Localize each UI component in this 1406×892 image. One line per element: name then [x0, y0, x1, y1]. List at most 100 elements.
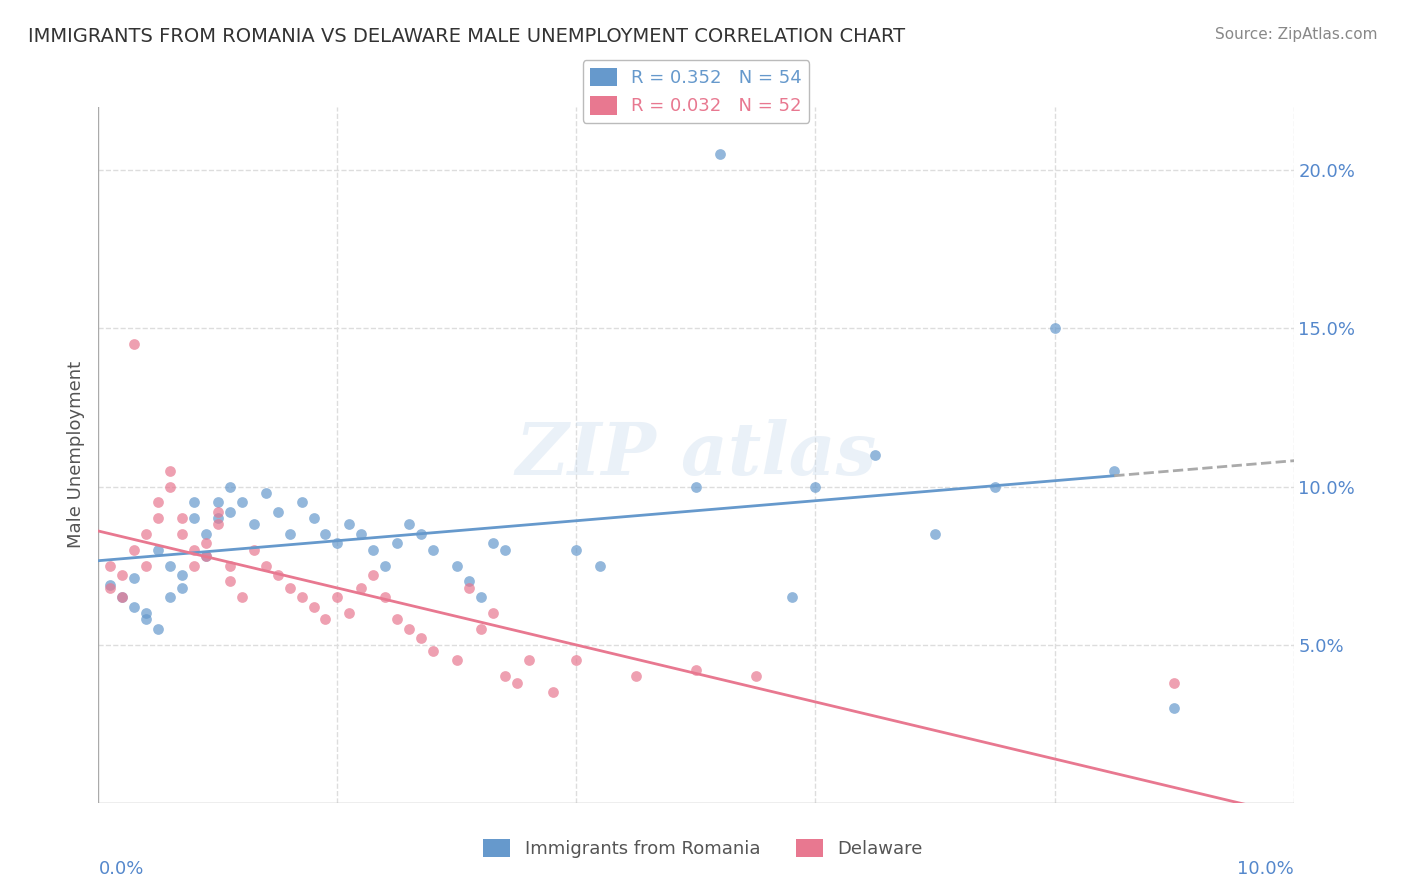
Point [207, 505, 229, 519]
Point [446, 558, 468, 573]
Point [231, 591, 253, 605]
Point [411, 632, 433, 646]
Point [159, 558, 181, 573]
Point [135, 527, 157, 541]
Point [148, 495, 170, 509]
Point [243, 517, 266, 532]
Point [172, 581, 194, 595]
Point [685, 479, 707, 493]
Point [326, 591, 349, 605]
Point [482, 606, 505, 620]
Point [111, 591, 134, 605]
Point [135, 606, 157, 620]
Point [159, 464, 181, 478]
Point [541, 685, 564, 699]
Point [124, 571, 146, 585]
Point [804, 479, 827, 493]
Point [183, 495, 205, 509]
Point [278, 527, 301, 541]
Point [243, 542, 266, 557]
Point [172, 568, 194, 582]
Point [385, 536, 409, 550]
Point [482, 536, 505, 550]
Point [172, 527, 194, 541]
Point [565, 542, 588, 557]
Point [183, 542, 205, 557]
Text: Source: ZipAtlas.com: Source: ZipAtlas.com [1215, 27, 1378, 42]
Text: 0.0%: 0.0% [98, 860, 143, 878]
Point [339, 517, 361, 532]
Point [135, 612, 157, 626]
Point [780, 591, 803, 605]
Point [124, 599, 146, 614]
Text: ZIP atlas: ZIP atlas [516, 419, 876, 491]
Point [219, 574, 242, 589]
Text: 10.0%: 10.0% [1237, 860, 1294, 878]
Legend: R = 0.352   N = 54, R = 0.032   N = 52: R = 0.352 N = 54, R = 0.032 N = 52 [582, 61, 810, 122]
Point [517, 653, 540, 667]
Point [398, 517, 420, 532]
Point [984, 479, 1007, 493]
Point [385, 612, 409, 626]
Point [291, 495, 314, 509]
Point [626, 669, 648, 683]
Point [1163, 675, 1185, 690]
Point [148, 542, 170, 557]
Point [135, 558, 157, 573]
Legend: Immigrants from Romania, Delaware: Immigrants from Romania, Delaware [475, 831, 931, 865]
Point [589, 558, 612, 573]
Point [159, 479, 181, 493]
Point [254, 558, 277, 573]
Point [302, 511, 325, 525]
Point [685, 663, 707, 677]
Point [446, 653, 468, 667]
Point [458, 581, 481, 595]
Point [159, 591, 181, 605]
Point [254, 486, 277, 500]
Point [148, 511, 170, 525]
Point [1043, 321, 1066, 335]
Point [470, 622, 492, 636]
Point [195, 527, 218, 541]
Point [315, 612, 337, 626]
Point [709, 147, 731, 161]
Point [363, 542, 385, 557]
Point [924, 527, 946, 541]
Point [183, 511, 205, 525]
Point [219, 558, 242, 573]
Point [207, 517, 229, 532]
Point [111, 568, 134, 582]
Point [745, 669, 768, 683]
Point [302, 599, 325, 614]
Point [374, 558, 396, 573]
Point [231, 495, 253, 509]
Point [267, 505, 290, 519]
Point [148, 622, 170, 636]
Point [219, 505, 242, 519]
Point [363, 568, 385, 582]
Point [219, 479, 242, 493]
Text: IMMIGRANTS FROM ROMANIA VS DELAWARE MALE UNEMPLOYMENT CORRELATION CHART: IMMIGRANTS FROM ROMANIA VS DELAWARE MALE… [28, 27, 905, 45]
Point [195, 536, 218, 550]
Point [506, 675, 529, 690]
Point [267, 568, 290, 582]
Point [494, 669, 516, 683]
Point [422, 542, 444, 557]
Point [98, 581, 122, 595]
Point [422, 644, 444, 658]
Point [195, 549, 218, 563]
Y-axis label: Male Unemployment: Male Unemployment [66, 361, 84, 549]
Point [339, 606, 361, 620]
Point [124, 337, 146, 351]
Point [98, 577, 122, 591]
Point [111, 591, 134, 605]
Point [865, 448, 887, 462]
Point [98, 558, 122, 573]
Point [398, 622, 420, 636]
Point [124, 542, 146, 557]
Point [411, 527, 433, 541]
Point [207, 495, 229, 509]
Point [565, 653, 588, 667]
Point [278, 581, 301, 595]
Point [183, 558, 205, 573]
